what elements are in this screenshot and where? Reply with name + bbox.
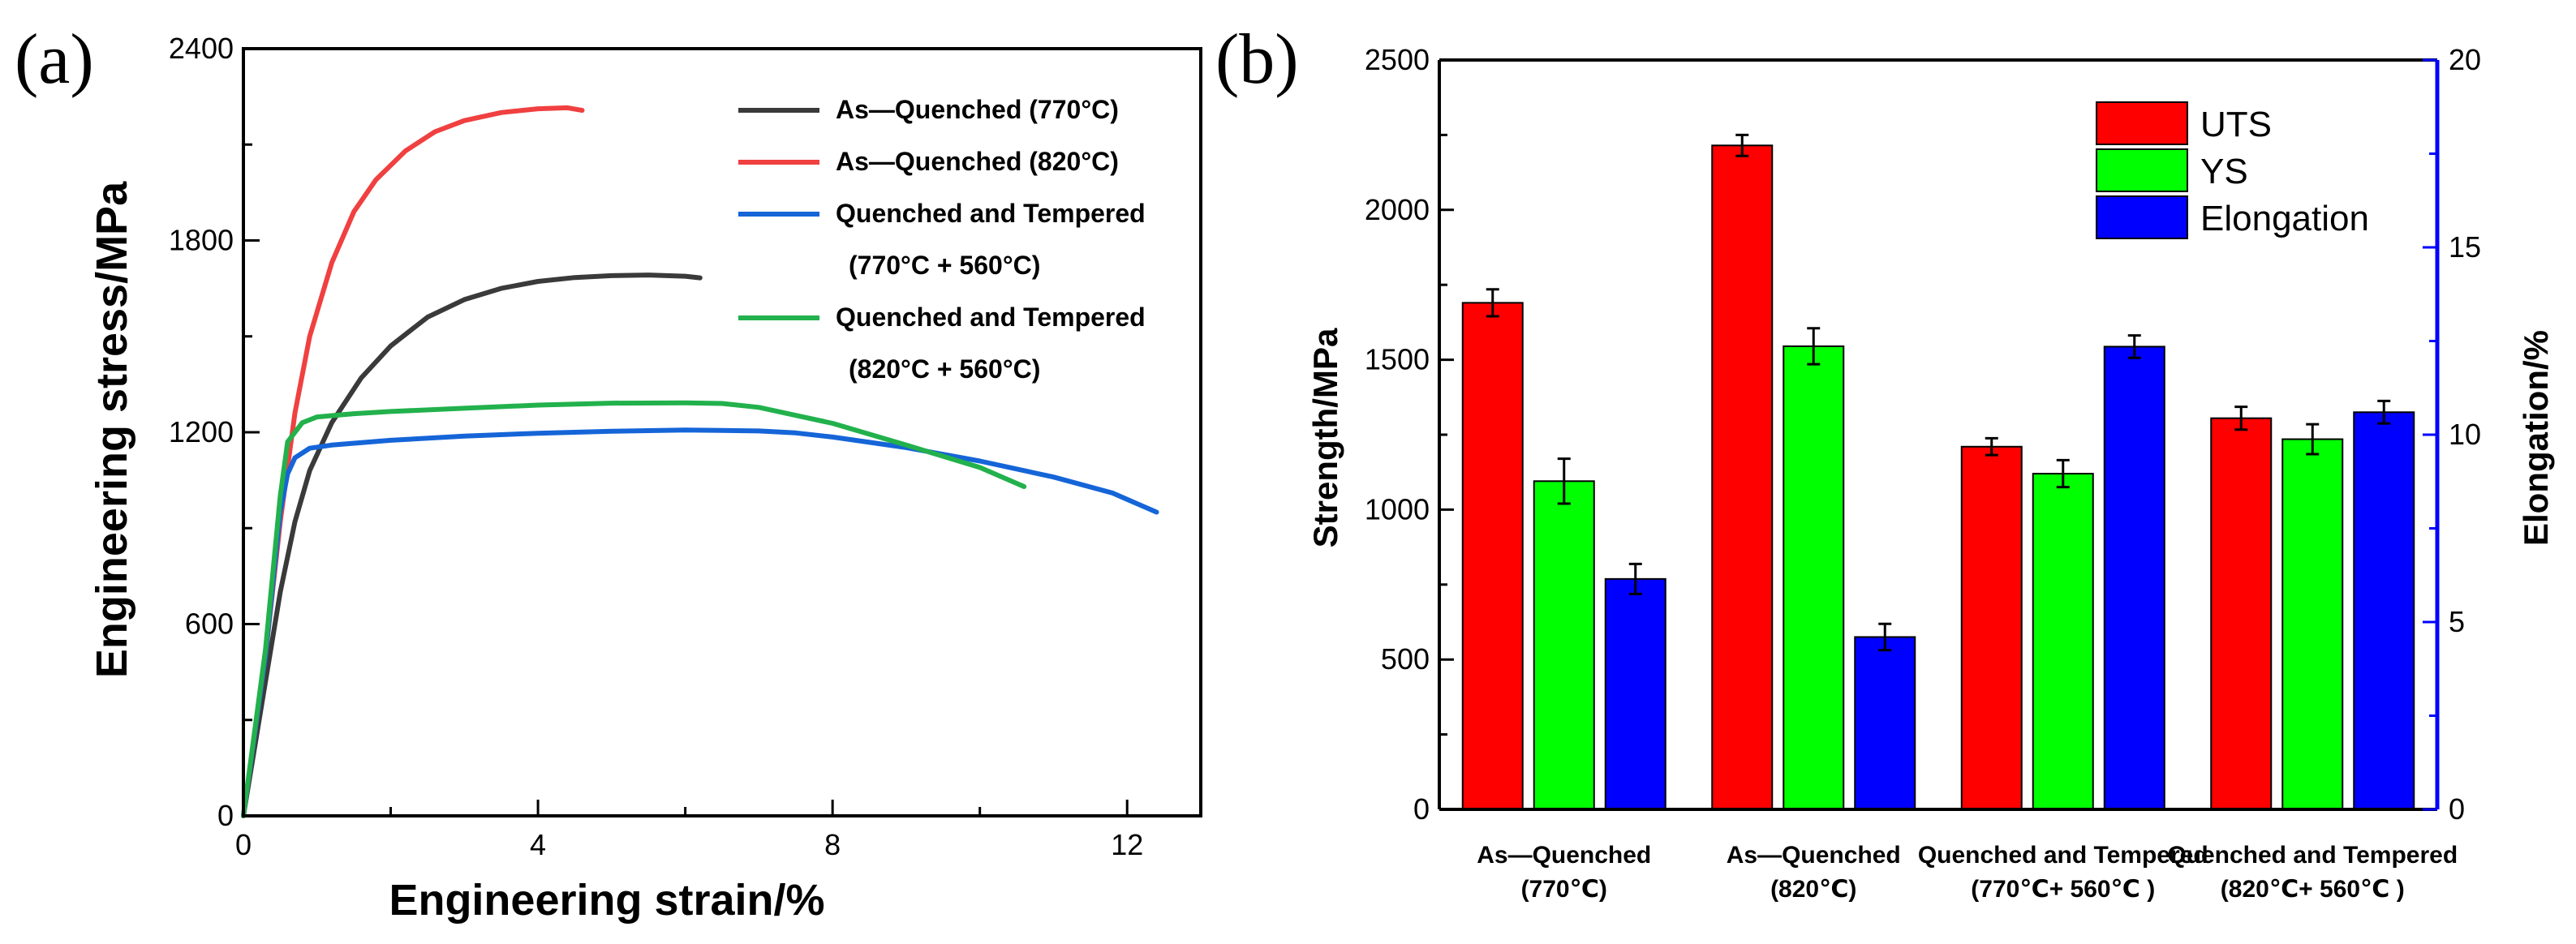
series-line-2 xyxy=(241,427,1159,818)
category-label-1-0: As—Quenched xyxy=(1727,842,1901,869)
legend-label-ys: YS xyxy=(2200,152,2248,191)
bar-ys-2 xyxy=(2032,473,2094,810)
legend-label-2-1: (770°C + 560°C) xyxy=(849,251,1040,280)
legend-label-3-0: Quenched and Tempered xyxy=(836,303,1146,332)
right-tick-label: 0 xyxy=(2449,792,2465,826)
right-tick-label: 10 xyxy=(2449,418,2481,451)
panel-b-legend: UTS YS Elongation xyxy=(2096,101,2369,239)
category-label-2-1: (770℃+ 560℃ ) xyxy=(1971,876,2155,903)
bar-uts-1 xyxy=(1711,144,1774,810)
x-tick-label: 4 xyxy=(530,828,546,861)
panel-a-series-lines xyxy=(241,105,1159,818)
panel-a-line-chart: (a) 0 4 8 12 0 600 1200 1800 2400 As—Quenched (7… xyxy=(15,20,1202,925)
legend-label-elongation: Elongation xyxy=(2200,199,2369,238)
left-tick-label: 500 xyxy=(1381,642,1430,676)
left-tick-label: 2000 xyxy=(1365,193,1430,226)
panel-b-tick-labels: 0 500 1000 1500 2000 2500 0 5 10 15 20 xyxy=(1365,43,2481,826)
category-label-0-1: (770℃) xyxy=(1521,876,1607,903)
left-tick-label: 0 xyxy=(1413,792,1430,826)
right-tick-label: 5 xyxy=(2449,605,2465,638)
panel-b-label: (b) xyxy=(1215,20,1299,99)
bar-uts-2 xyxy=(1960,445,2023,810)
y-tick-label: 0 xyxy=(217,799,234,832)
y-tick-label: 1200 xyxy=(169,415,234,448)
bar-ys-1 xyxy=(1783,345,1845,810)
panel-a-axes xyxy=(242,47,1202,817)
category-label-1-1: (820℃) xyxy=(1770,876,1856,903)
category-label-3-0: Quenched and Tempered xyxy=(2167,842,2458,869)
bar-elongation-3 xyxy=(2353,411,2415,810)
category-label-0-0: As—Quenched xyxy=(1477,842,1651,869)
bar-uts-3 xyxy=(2210,417,2273,810)
panel-a-y-axis-title: Engineering stress/MPa xyxy=(88,181,136,678)
panel-a-tick-labels: 0 4 8 12 0 600 1200 1800 2400 xyxy=(169,32,1143,861)
left-tick-label: 1500 xyxy=(1365,343,1430,376)
y-tick-label: 600 xyxy=(185,607,234,641)
series-line-3 xyxy=(241,400,1027,818)
bar-elongation-0 xyxy=(1604,577,1666,810)
panel-a-x-axis-title: Engineering strain/% xyxy=(389,876,824,925)
left-tick-label: 2500 xyxy=(1365,43,1430,76)
panel-b-axes xyxy=(1438,58,2440,811)
category-label-2-0: Quenched and Tempered xyxy=(1918,842,2208,869)
category-label-3-1: (820℃+ 560℃ ) xyxy=(2221,876,2405,903)
legend-label-uts: UTS xyxy=(2200,105,2272,144)
legend-label-0-0: As—Quenched (770°C) xyxy=(836,95,1119,124)
y-tick-label: 2400 xyxy=(169,32,234,65)
legend-swatch-elongation xyxy=(2096,195,2188,239)
legend-label-3-1: (820°C + 560°C) xyxy=(849,354,1040,384)
x-tick-label: 8 xyxy=(824,828,841,861)
panel-b-bar-chart: (b) 0 500 1000 1500 2000 2500 0 5 10 15 20 As—Quen… xyxy=(1215,20,2555,903)
panel-b-category-labels: As—Quenched (770℃) As—Quenched (820℃) Quench… xyxy=(1477,842,2458,903)
legend-swatch-ys xyxy=(2096,148,2188,192)
bar-elongation-1 xyxy=(1854,636,1916,810)
legend-label-1-0: As—Quenched (820°C) xyxy=(836,147,1119,176)
bar-ys-3 xyxy=(2281,438,2344,810)
left-tick-label: 1000 xyxy=(1365,492,1430,526)
bar-uts-0 xyxy=(1461,302,1524,811)
right-tick-label: 15 xyxy=(2449,230,2481,264)
panel-b-bars xyxy=(1461,133,2415,811)
legend-label-2-0: Quenched and Tempered xyxy=(836,199,1146,228)
bar-ys-0 xyxy=(1533,480,1595,811)
panel-a-label: (a) xyxy=(15,20,94,99)
bar-elongation-2 xyxy=(2103,345,2165,810)
panel-b-left-axis-title: Strength/MPa xyxy=(1306,328,1344,547)
right-tick-label: 20 xyxy=(2449,43,2481,76)
y-tick-label: 1800 xyxy=(169,224,234,257)
series-line-0 xyxy=(241,272,703,818)
x-tick-label: 0 xyxy=(235,828,252,861)
x-tick-label: 12 xyxy=(1111,828,1143,861)
panel-b-right-axis-title: Elongation/% xyxy=(2517,330,2555,546)
legend-swatch-uts xyxy=(2096,101,2188,145)
panel-a-legend: As—Quenched (770°C) As—Quenched (820°C) Qu… xyxy=(738,95,1146,384)
